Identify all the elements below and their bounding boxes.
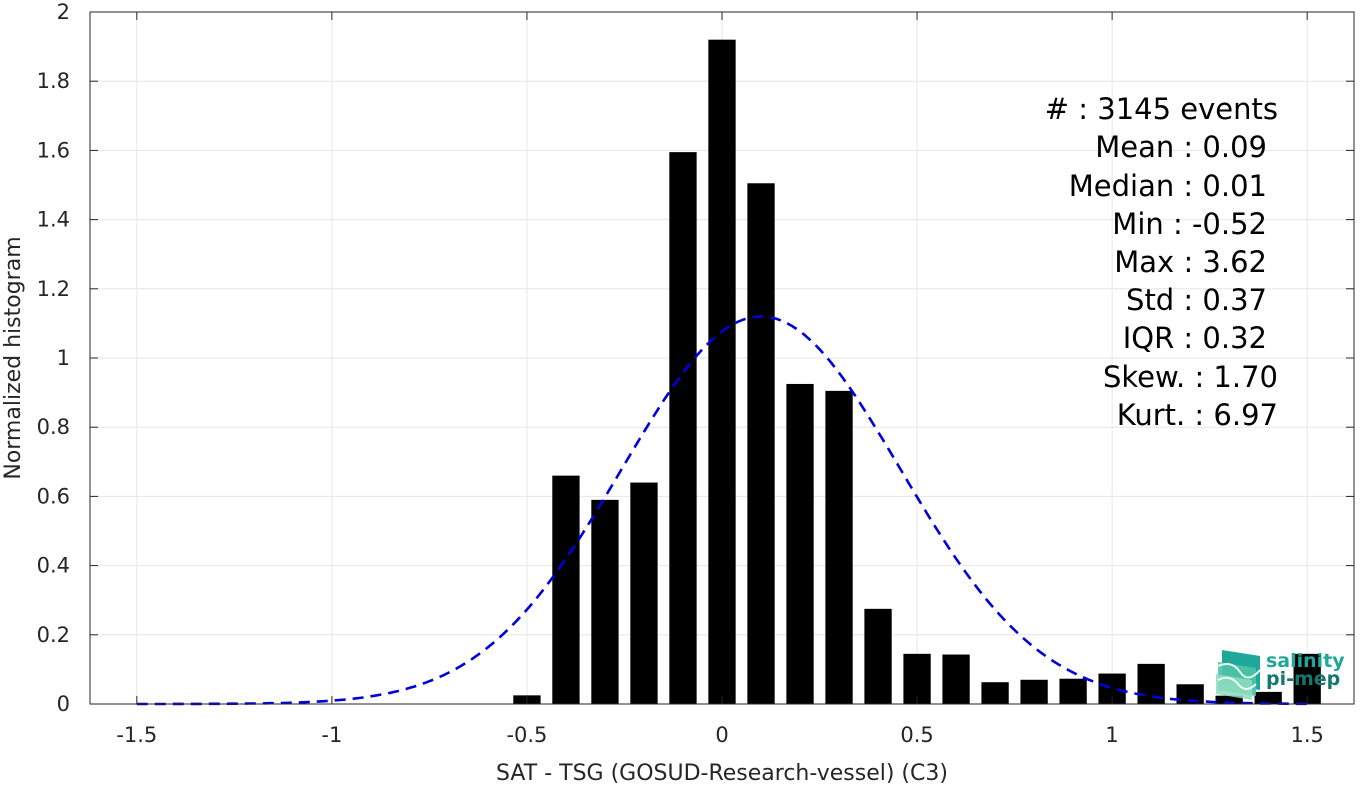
histogram-bar xyxy=(747,183,775,704)
histogram-bar xyxy=(1059,678,1087,704)
histogram-bar xyxy=(1176,684,1204,704)
histogram-bar xyxy=(942,654,970,704)
stat-min: Min : -0.52 xyxy=(1112,207,1267,241)
histogram-bars xyxy=(513,39,1321,705)
stat-std: Std : 0.37 xyxy=(1126,283,1267,317)
y-tick-label: 0.2 xyxy=(37,623,70,647)
histogram-bar xyxy=(669,152,697,704)
x-tick-label: 1.5 xyxy=(1290,723,1323,747)
histogram-bar xyxy=(1020,679,1048,704)
x-axis-label: SAT - TSG (GOSUD-Research-vessel) (C3) xyxy=(496,761,948,785)
stat-skew: Skew. : 1.70 xyxy=(1103,360,1278,394)
y-tick-label: 0.6 xyxy=(37,484,70,508)
gaussian-fit-curve xyxy=(136,315,1308,706)
y-tick-label: 2 xyxy=(57,0,70,24)
histogram-bar xyxy=(591,499,619,704)
x-tick-label: -1.5 xyxy=(116,723,157,747)
y-tick-label: 1.4 xyxy=(37,208,70,232)
y-axis-ticks: 0 0.2 0.4 0.6 0.8 1 1.2 1.4 1.6 1.8 2 xyxy=(37,0,1354,716)
x-axis-ticks: -1.5 -1 -0.5 0 0.5 1 1.5 xyxy=(116,12,1324,747)
x-tick-label: -0.5 xyxy=(506,723,547,747)
stat-max: Max : 3.62 xyxy=(1114,245,1267,279)
y-tick-label: 1 xyxy=(57,346,70,370)
histogram-bar xyxy=(1293,653,1321,704)
histogram-bar xyxy=(630,482,658,704)
stat-mean: Mean : 0.09 xyxy=(1095,130,1267,164)
histogram-bar xyxy=(786,383,814,704)
stat-kurt: Kurt. : 6.97 xyxy=(1117,398,1278,432)
stat-events: # : 3145 events xyxy=(1045,92,1278,126)
y-tick-label: 1.6 xyxy=(37,138,70,162)
x-tick-label: 0.5 xyxy=(900,723,933,747)
x-tick-label: 0 xyxy=(715,723,728,747)
histogram-bar xyxy=(981,682,1009,704)
stat-median: Median : 0.01 xyxy=(1069,169,1267,203)
histogram-bar xyxy=(708,39,736,705)
statistics-box: # : 3145 events Mean : 0.09 Median : 0.0… xyxy=(1045,92,1278,432)
y-tick-label: 1.8 xyxy=(37,69,70,93)
stat-iqr: IQR : 0.32 xyxy=(1123,321,1267,355)
y-tick-label: 0.8 xyxy=(37,415,70,439)
logo-text-line1: salinity xyxy=(1266,650,1345,672)
logo-text-line2: pi-mep xyxy=(1266,668,1340,690)
histogram-bar xyxy=(864,608,892,704)
y-tick-label: 0.4 xyxy=(37,554,70,578)
x-tick-label: -1 xyxy=(321,723,342,747)
histogram-bar xyxy=(825,390,853,704)
y-tick-label: 0 xyxy=(57,692,70,716)
salinity-pi-mep-logo-icon xyxy=(1216,650,1261,700)
histogram-bar xyxy=(1215,695,1243,704)
histogram-bar xyxy=(552,475,580,704)
histogram-bar xyxy=(1254,691,1282,704)
y-axis-label: Normalized histogram xyxy=(1,236,26,479)
salinity-pi-mep-logo: salinity pi-mep xyxy=(1216,650,1345,700)
histogram-bar xyxy=(903,653,931,704)
y-tick-label: 1.2 xyxy=(37,277,70,301)
x-tick-label: 1 xyxy=(1105,723,1118,747)
